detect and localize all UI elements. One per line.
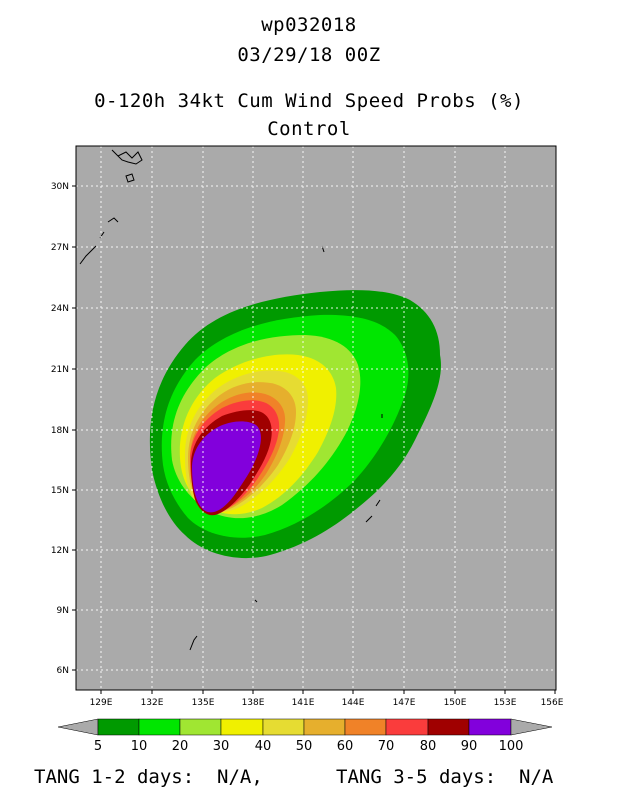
lon-tick-147e: 147E <box>393 698 416 708</box>
colorbar-label-40: 40 <box>255 739 272 754</box>
colorbar-swatch-90 <box>468 718 512 736</box>
colorbar-swatch-40 <box>262 718 305 736</box>
colorbar-label-90: 90 <box>461 739 478 754</box>
lat-tick-12n: 12N <box>51 546 69 556</box>
colorbar-swatch-20 <box>179 718 222 736</box>
island-south-kyushu <box>125 173 135 183</box>
lon-tick-138e: 138E <box>242 698 265 708</box>
lon-tick-153e: 153E <box>494 698 517 708</box>
lon-tick-labels: 129E 132E 135E 138E 141E 144E 147E 150E … <box>90 698 564 708</box>
colorbar-left-arrow <box>57 718 99 736</box>
colorbar <box>57 718 553 736</box>
datetime-title: 03/29/18 00Z <box>237 44 381 66</box>
graticule <box>76 146 556 690</box>
member-title: Control <box>267 118 351 140</box>
storm-id-title: wp032018 <box>261 14 357 36</box>
lat-tick-27n: 27N <box>51 243 69 253</box>
colorbar-label-20: 20 <box>172 739 189 754</box>
colorbar-swatch-80 <box>427 718 470 736</box>
contour-90 <box>192 421 261 513</box>
colorbar-label-30: 30 <box>213 739 230 754</box>
colorbar-swatch-10 <box>138 718 181 736</box>
lon-tick-marks <box>100 690 556 694</box>
probability-contours <box>149 290 441 559</box>
lat-tick-18n: 18N <box>51 426 69 436</box>
island-marianas <box>365 414 383 523</box>
lat-tick-9n: 9N <box>57 606 69 616</box>
colorbar-label-100: 100 <box>499 739 524 754</box>
coastlines <box>79 149 383 651</box>
map-frame <box>75 145 557 691</box>
colorbar-label-60: 60 <box>337 739 354 754</box>
colorbar-label-80: 80 <box>420 739 437 754</box>
lat-tick-21n: 21N <box>51 365 69 375</box>
tang-1-2-days: TANG 1-2 days: N/A, <box>34 766 263 788</box>
product-title: 0-120h 34kt Cum Wind Speed Probs (%) <box>94 90 524 112</box>
lat-tick-6n: 6N <box>57 666 69 676</box>
lat-tick-24n: 24N <box>51 304 69 314</box>
lat-tick-labels: 6N 9N 12N 15N 18N 21N 24N 27N 30N <box>51 182 69 676</box>
colorbar-labels: 5 10 20 30 40 50 60 70 80 90 100 <box>94 739 524 754</box>
colorbar-swatch-30 <box>220 718 264 736</box>
lat-tick-marks <box>72 185 76 671</box>
colorbar-swatch-50 <box>303 718 346 736</box>
colorbar-label-50: 50 <box>296 739 313 754</box>
colorbar-label-5: 5 <box>94 739 102 754</box>
lon-tick-156e: 156E <box>541 698 564 708</box>
lon-tick-144e: 144E <box>342 698 365 708</box>
lon-tick-129e: 129E <box>90 698 113 708</box>
island-yap <box>254 599 258 603</box>
island-palau <box>189 635 198 651</box>
colorbar-swatch-70 <box>385 718 429 736</box>
tang-3-5-days: TANG 3-5 days: N/A <box>336 766 554 788</box>
island-kyushu <box>111 149 143 165</box>
lon-tick-132e: 132E <box>141 698 164 708</box>
colorbar-swatch-60 <box>344 718 387 736</box>
lat-tick-15n: 15N <box>51 486 69 496</box>
colorbar-swatch-5 <box>97 718 140 736</box>
lon-tick-150e: 150E <box>444 698 467 708</box>
colorbar-label-10: 10 <box>131 739 148 754</box>
colorbar-right-arrow <box>510 718 553 736</box>
colorbar-label-70: 70 <box>378 739 395 754</box>
lon-tick-135e: 135E <box>192 698 215 708</box>
lat-tick-30n: 30N <box>51 182 69 192</box>
lon-tick-141e: 141E <box>292 698 315 708</box>
